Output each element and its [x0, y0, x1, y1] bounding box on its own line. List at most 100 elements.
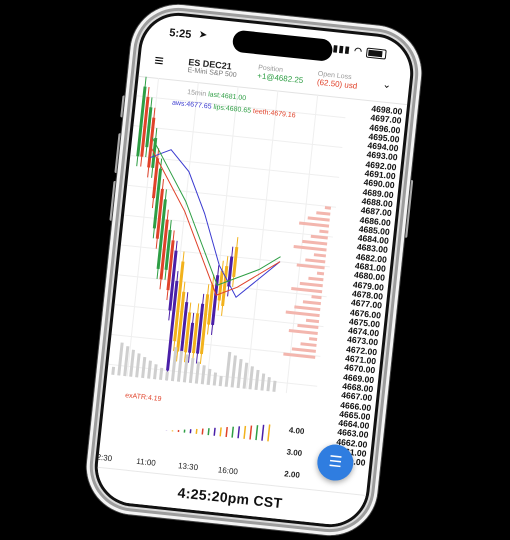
candle-body — [188, 322, 195, 353]
volume-bar — [141, 356, 147, 379]
volume-bar — [218, 375, 223, 387]
volume-bar — [111, 366, 116, 375]
candle-body — [199, 294, 210, 355]
chevron-down-icon[interactable]: ⌄ — [382, 79, 392, 92]
volume-profile-bar — [302, 239, 328, 246]
atr-bar — [186, 429, 192, 453]
atr-bar — [174, 429, 180, 453]
volume-bar — [242, 362, 249, 389]
volume-profile-bar — [293, 245, 327, 252]
atr-bar — [132, 432, 137, 453]
atr-bar — [150, 431, 156, 453]
grid-line — [133, 125, 343, 149]
volume-profile-bar — [313, 253, 327, 258]
symbol-selector[interactable]: ES DEC21 E-Mini S&P 500 — [187, 57, 238, 79]
volume-bar — [236, 358, 243, 389]
volume-profile-bar — [291, 287, 323, 294]
atr-tick-3: 2.00 — [283, 469, 301, 480]
atr-bar — [252, 425, 259, 453]
volume-bar — [164, 371, 169, 381]
volume-profile-bar — [310, 234, 328, 240]
battery-icon — [365, 47, 387, 60]
time-label-1: 2:30 — [96, 452, 113, 464]
atr-bar — [180, 429, 186, 453]
volume-profile-bar — [307, 216, 330, 222]
volume-bar — [194, 361, 201, 384]
status-time: 5:25 — [168, 26, 192, 42]
candle-body — [159, 219, 169, 280]
volume-bar — [254, 369, 260, 391]
candle-body — [136, 86, 147, 157]
volume-bar — [272, 380, 277, 392]
candle-body — [145, 107, 153, 148]
candle-body — [176, 291, 186, 352]
volume-profile-bar — [319, 229, 329, 234]
candle-body — [221, 265, 229, 307]
wifi-icon: ◠ — [353, 45, 364, 57]
volume-bar — [117, 342, 124, 376]
candle-body — [217, 270, 224, 301]
grid-line — [136, 95, 346, 119]
atr-bar — [240, 425, 247, 453]
candle-body — [155, 188, 164, 239]
volume-profile-bar — [316, 211, 331, 216]
candle-body — [195, 303, 205, 354]
volume-profile-bar — [311, 295, 322, 300]
time-label-3: 13:30 — [177, 461, 199, 473]
volume-bar — [182, 354, 189, 383]
volume-bar — [248, 366, 254, 390]
volume-profile-bar — [302, 300, 322, 306]
candle-body — [180, 301, 189, 353]
volume-profile-bar — [308, 337, 318, 341]
position-block: Position +1@4682.25 — [257, 64, 305, 85]
grid-line — [130, 154, 340, 178]
volume-bar — [153, 364, 158, 380]
volume-profile-bar — [305, 318, 320, 324]
candle-body — [232, 246, 239, 278]
atr-bar — [198, 428, 204, 453]
volume-profile-bar — [283, 352, 316, 359]
candle-body — [164, 229, 172, 270]
volume-bar — [170, 347, 178, 382]
volume-bar — [188, 357, 195, 384]
grid-line — [206, 86, 239, 385]
candle-body — [207, 284, 215, 325]
atr-bar — [102, 434, 107, 453]
atr-bar — [114, 433, 119, 453]
candle-body — [184, 312, 192, 353]
atr-bar — [144, 431, 150, 453]
candle-body — [166, 240, 175, 291]
volume-bar — [123, 346, 130, 377]
teeth-line — [150, 147, 281, 296]
volume-bar — [224, 351, 232, 387]
volume-bar — [206, 368, 212, 386]
app-screen: 5:25 ➤ ▮▮▮ ◠ ≡ ES DEC21 E-Mini S&P 500 — [94, 12, 414, 528]
candle-body — [156, 199, 167, 270]
atr-bar — [216, 427, 222, 453]
volume-profile-bar — [308, 276, 324, 282]
atr-bar — [138, 432, 143, 453]
atr-bar — [246, 425, 253, 453]
hamburger-menu-icon[interactable]: ≡ — [153, 52, 165, 71]
candle-body — [166, 280, 179, 371]
jaws-line — [150, 149, 281, 299]
candle-body — [140, 96, 150, 157]
grid-line — [120, 244, 330, 268]
atr-bar — [162, 430, 168, 453]
volume-bar — [176, 350, 184, 382]
volume-bar — [212, 372, 218, 386]
volume-bar — [200, 365, 206, 385]
atr-tick-2: 3.00 — [286, 447, 303, 459]
volume-bar — [135, 353, 141, 378]
candle-body — [211, 275, 220, 326]
volume-bar — [159, 367, 164, 380]
phone-mockup: 5:25 ➤ ▮▮▮ ◠ ≡ ES DEC21 E-Mini S&P 500 — [82, 0, 426, 540]
volume-profile-bar — [316, 271, 325, 276]
atr-bar — [210, 427, 216, 453]
atr-bar — [120, 433, 125, 453]
phone-screen: 5:25 ➤ ▮▮▮ ◠ ≡ ES DEC21 E-Mini S&P 500 — [90, 8, 418, 532]
grid-line — [108, 363, 318, 387]
candle-body — [173, 261, 185, 342]
volume-bar — [230, 355, 237, 388]
volume-profile-bar — [285, 310, 320, 318]
